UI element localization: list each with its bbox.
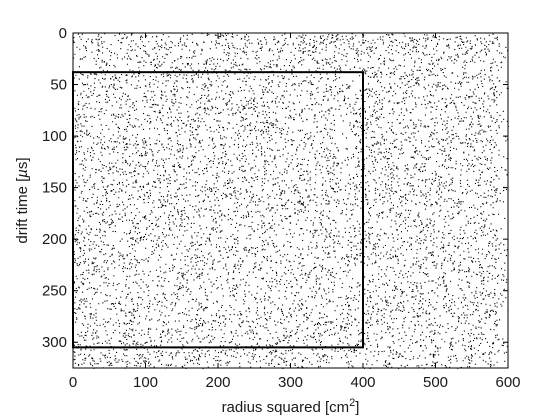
y-axis-ticks: 0 50 100 150 200 250 300 — [42, 25, 508, 351]
y-tick-label: 100 — [42, 128, 67, 145]
x-tick-label: 600 — [495, 374, 520, 391]
y-tick-label: 50 — [50, 77, 67, 94]
y-axis-title: drift time [µs] — [14, 157, 31, 243]
x-tick-label: 0 — [69, 374, 77, 391]
x-tick-label: 100 — [133, 374, 158, 391]
mu-symbol: µ — [14, 169, 31, 178]
x-axis-title-superscript: 2 — [349, 397, 355, 409]
x-tick-label: 200 — [205, 374, 230, 391]
x-tick-label: 300 — [278, 374, 303, 391]
y-tick-label: 0 — [59, 25, 67, 42]
x-axis-title: radius squared [cm2] — [222, 397, 360, 416]
x-axis-ticks: 0 100 200 300 400 500 600 — [69, 33, 521, 391]
y-tick-label: 300 — [42, 334, 67, 351]
y-tick-label: 200 — [42, 231, 67, 248]
y-tick-label: 250 — [42, 283, 67, 300]
x-tick-label: 500 — [423, 374, 448, 391]
x-tick-label: 400 — [350, 374, 375, 391]
fiducial-cut-box — [72, 71, 364, 349]
y-tick-label: 150 — [42, 180, 67, 197]
